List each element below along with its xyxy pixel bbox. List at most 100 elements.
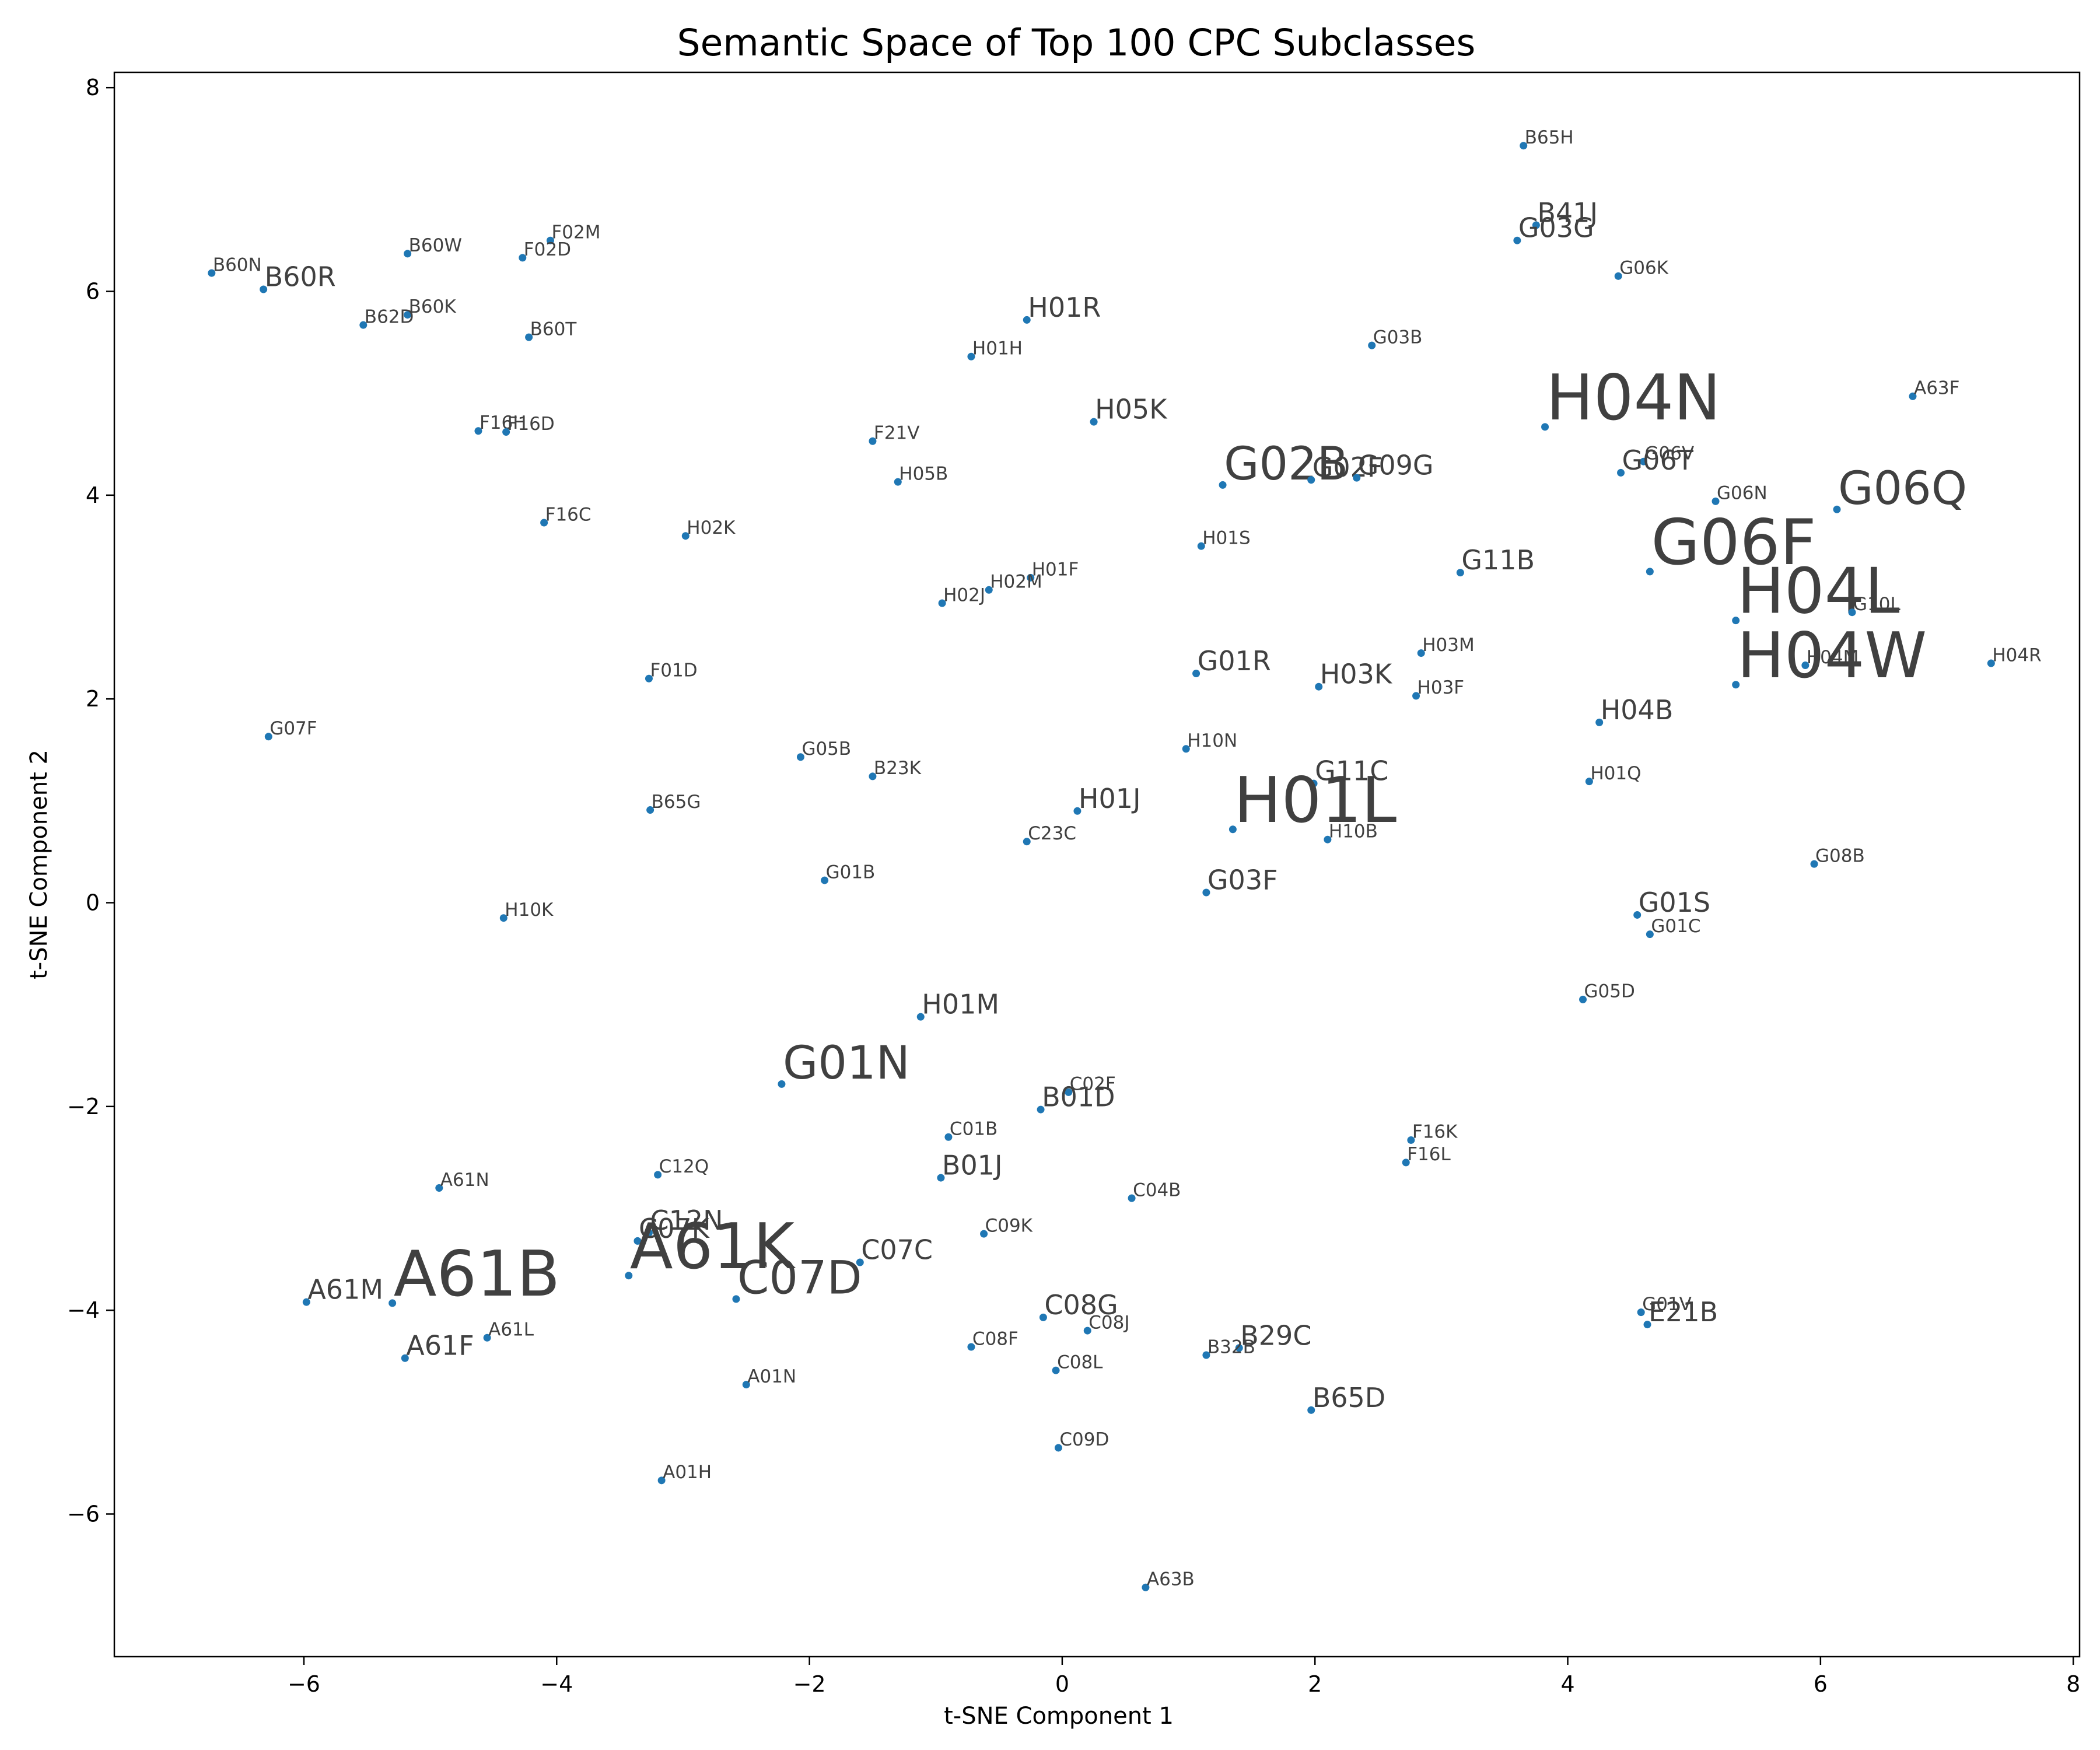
y-axis-label: t-SNE Component 2 [26,750,52,979]
x-tick-label: −2 [793,1671,826,1697]
x-axis-label: t-SNE Component 1 [944,1703,1174,1730]
point-label-h10b: H10B [1329,821,1378,842]
point-label-g01s: G01S [1639,887,1710,918]
point-label-g06t: G06T [1622,444,1694,476]
point-label-c23c: C23C [1028,823,1076,844]
point-label-g09g: G09G [1358,450,1434,481]
y-tick-label: 6 [86,279,100,304]
point-label-h05b: H05B [899,463,948,484]
point-label-c04b: C04B [1133,1180,1181,1200]
point-label-c08f: C08F [972,1328,1019,1349]
point-label-b32b: B32B [1208,1336,1255,1357]
point-label-a63f: A63F [1914,378,1959,399]
x-tick-label: −4 [540,1671,573,1697]
point-label-f02d: F02D [524,239,571,260]
point-label-b60k: B60K [409,296,457,317]
x-tick-label: 0 [1055,1671,1069,1697]
point-label-b01j: B01J [942,1150,1003,1181]
x-tick-label: −6 [288,1671,320,1697]
x-tick-label: 2 [1308,1671,1322,1697]
y-tick-label: 0 [86,890,100,915]
point-label-f16c: F16C [545,504,592,525]
point-label-a61m: A61M [307,1274,383,1306]
point-label-a61f: A61F [406,1330,474,1362]
point-label-b23k: B23K [874,758,922,779]
point-label-b60n: B60N [213,254,262,275]
point-label-b60t: B60T [530,318,578,340]
y-tick-label: −2 [67,1094,100,1119]
x-tick-label: 4 [1560,1671,1574,1697]
point-label-g06q: G06Q [1838,463,1967,515]
point-label-g01n: G01N [783,1037,910,1090]
point-label-g10l: G10L [1853,594,1901,615]
point-label-h02j: H02J [943,584,985,606]
point-label-g08b: G08B [1815,845,1865,866]
point-label-g05b: G05B [802,738,851,760]
point-label-b62d: B62D [365,306,414,327]
point-label-g11b: G11B [1461,544,1535,576]
point-label-b65d: B65D [1312,1382,1386,1413]
point-label-h01s: H01S [1202,527,1250,548]
point-label-c08l: C08L [1057,1352,1103,1373]
point-label-a61b: A61B [394,1238,560,1311]
point-label-c07c: C07C [861,1234,933,1266]
chart-title: Semantic Space of Top 100 CPC Subclasses [677,22,1476,64]
point-label-h01r: H01R [1028,292,1101,323]
y-tick-label: 2 [86,686,100,712]
point-label-g05d: G05D [1584,981,1635,1002]
point-label-g01b: G01B [826,862,876,883]
point-label-c01b: C01B [950,1119,998,1140]
point-label-a61n: A61N [440,1170,489,1191]
point-label-g06n: G06N [1717,483,1768,504]
point-label-h01h: H01H [972,338,1023,359]
point-label-b65g: B65G [652,792,701,813]
point-label-b65h: B65H [1525,127,1574,148]
x-tick-label: 8 [2066,1671,2080,1697]
point-label-g06k: G06K [1619,258,1668,279]
point-label-b60r: B60R [265,261,336,293]
point-label-g03f: G03F [1208,864,1278,896]
point-label-c09k: C09K [985,1215,1033,1236]
point-label-f16l: F16L [1407,1144,1451,1165]
point-label-f21v: F21V [874,423,919,444]
x-tick-label: 6 [1814,1671,1828,1697]
point-label-h10k: H10K [505,900,554,921]
point-label-h04w: H04W [1737,620,1927,692]
point-label-h04b: H04B [1601,694,1674,726]
point-label-a63b: A63B [1147,1569,1195,1590]
y-tick-label: 8 [86,75,100,100]
y-tick-label: −4 [67,1297,100,1323]
point-label-g01c: G01C [1651,916,1700,937]
point-label-h04l: H04L [1737,555,1900,628]
point-label-c08j: C08J [1088,1312,1129,1333]
point-label-h03f: H03F [1418,677,1465,698]
point-label-c09d: C09D [1059,1429,1109,1450]
point-label-h03m: H03M [1422,635,1475,656]
point-label-h03k: H03K [1320,659,1393,690]
point-label-e21b: E21B [1648,1296,1718,1328]
point-label-b01d: B01D [1042,1082,1115,1113]
point-label-h05k: H05K [1095,394,1168,425]
point-label-h10n: H10N [1187,730,1237,751]
point-label-g03b: G03B [1373,327,1423,348]
point-label-b60w: B60W [409,235,462,256]
point-label-a01n: A01N [747,1366,796,1387]
point-label-f16k: F16K [1412,1122,1458,1143]
point-label-g01r: G01R [1198,645,1271,677]
point-label-h01m: H01M [922,989,999,1020]
point-label-h02m: H02M [990,572,1042,593]
point-label-f16d: F16D [508,414,555,435]
point-label-a61l: A61L [488,1320,534,1340]
point-label-c12q: C12Q [659,1156,709,1177]
point-label-h04r: H04R [1992,645,2041,666]
y-tick-label: −6 [67,1501,100,1527]
point-label-f01d: F01D [650,660,697,681]
point-label-g07f: G07F [270,718,317,739]
point-label-h01j: H01J [1079,783,1141,814]
point-label-g03g: G03G [1518,212,1594,244]
point-label-c07d: C07D [737,1252,862,1305]
point-label-h01q: H01Q [1590,763,1641,784]
point-label-a01h: A01H [663,1462,712,1483]
y-tick-label: 4 [86,482,100,508]
